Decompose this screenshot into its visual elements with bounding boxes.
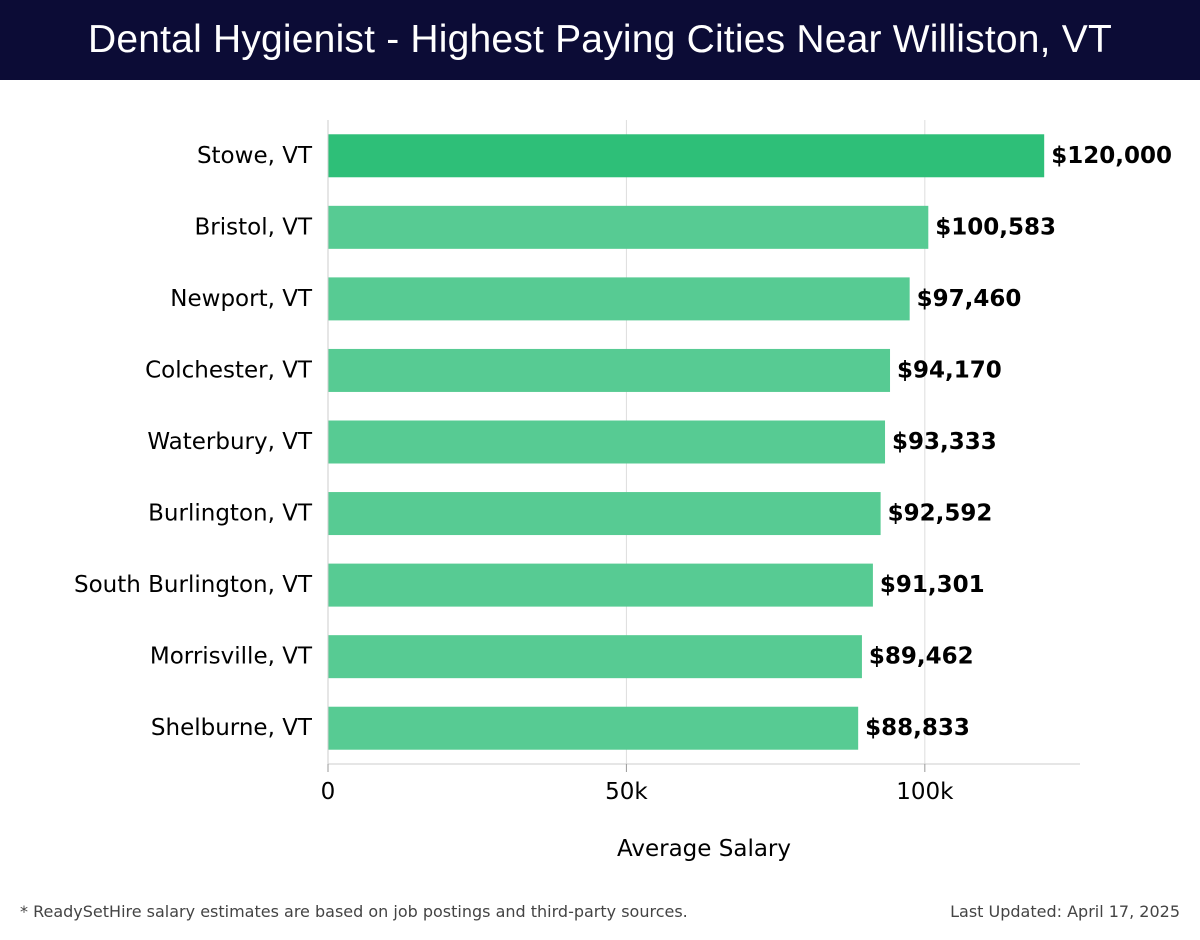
bar bbox=[328, 492, 881, 536]
category-label: South Burlington, VT bbox=[74, 572, 313, 598]
chart-title: Dental Hygienist - Highest Paying Cities… bbox=[88, 18, 1112, 61]
category-label: Colchester, VT bbox=[145, 357, 313, 383]
chart-header: Dental Hygienist - Highest Paying Cities… bbox=[0, 0, 1200, 80]
value-label: $93,333 bbox=[892, 429, 997, 455]
value-label: $100,583 bbox=[935, 214, 1056, 240]
last-updated: Last Updated: April 17, 2025 bbox=[950, 902, 1180, 921]
value-label: $88,833 bbox=[865, 715, 970, 741]
category-label: Bristol, VT bbox=[195, 214, 313, 240]
bar bbox=[328, 348, 891, 392]
bar bbox=[328, 635, 862, 679]
x-tick-label: 50k bbox=[605, 779, 648, 805]
bar bbox=[328, 277, 910, 321]
category-label: Stowe, VT bbox=[197, 143, 313, 169]
footer-note: * ReadySetHire salary estimates are base… bbox=[20, 902, 688, 921]
value-label: $92,592 bbox=[888, 501, 993, 527]
category-label: Waterbury, VT bbox=[147, 429, 313, 455]
value-label: $91,301 bbox=[880, 572, 985, 598]
x-tick-label: 100k bbox=[896, 779, 954, 805]
value-label: $120,000 bbox=[1051, 143, 1172, 169]
bar bbox=[328, 563, 873, 607]
x-tick-label: 0 bbox=[321, 779, 336, 805]
bar-chart: Stowe, VT $120,000 Bristol, VT $100,583 Newp… bbox=[74, 120, 1172, 862]
bar bbox=[328, 205, 929, 249]
category-label: Newport, VT bbox=[170, 286, 313, 312]
value-label: $89,462 bbox=[869, 644, 974, 670]
bar bbox=[328, 706, 859, 750]
bar bbox=[328, 134, 1045, 178]
category-label: Burlington, VT bbox=[148, 501, 313, 527]
category-label: Morrisville, VT bbox=[150, 644, 313, 670]
category-label: Shelburne, VT bbox=[151, 715, 313, 741]
bar bbox=[328, 420, 886, 464]
value-label: $97,460 bbox=[917, 286, 1022, 312]
x-axis-title: Average Salary bbox=[617, 836, 791, 862]
value-label: $94,170 bbox=[897, 357, 1002, 383]
